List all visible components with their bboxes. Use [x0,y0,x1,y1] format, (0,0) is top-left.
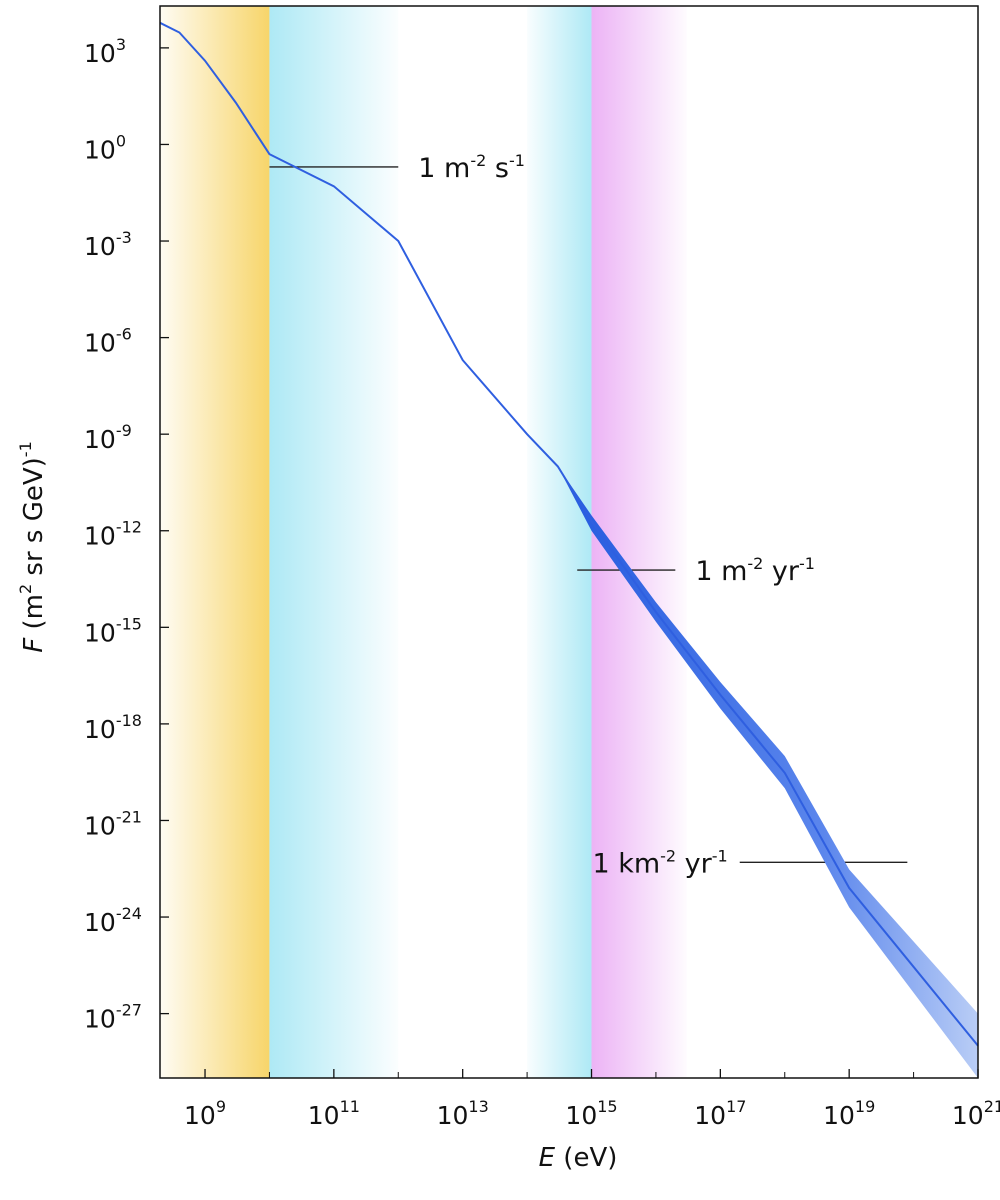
x-axis-label: E (eV) [539,1143,618,1173]
flux-reference-labels: 1 m-2 s-1 1 m-2 yr-1 1 km-2 yr-1 [418,151,815,879]
y-tick-label: 10-24 [84,904,142,937]
y-axis-label: F (m2 sr s GeV)-1 [16,441,49,653]
energy-region [160,6,270,1078]
y-tick-label: 100 [84,131,126,164]
energy-regions [160,6,687,1078]
x-tick-label: 109 [184,1097,226,1130]
plot-frame [159,5,979,1079]
axis-ticks [160,47,979,1078]
y-tick-label: 10-15 [84,614,142,647]
x-tick-label: 1013 [437,1097,489,1130]
y-tick-label: 10-12 [84,518,142,551]
x-tick-labels: 109 1011 1013 1015 1017 1019 1021 [184,1097,1000,1130]
energy-region [527,6,592,1078]
x-tick-label: 1021 [952,1097,1000,1130]
y-tick-labels: 103 100 10-3 10-6 10-9 10-12 10-15 10-18 10-21 10… [84,35,142,1034]
reference-label: 1 m-2 s-1 [418,151,525,184]
x-tick-label: 1015 [565,1097,617,1130]
x-tick-label: 1019 [823,1097,875,1130]
y-tick-label: 10-3 [84,228,132,261]
x-tick-label: 1017 [694,1097,746,1130]
x-tick-label: 1011 [308,1097,360,1130]
reference-label: 1 km-2 yr-1 [592,846,727,879]
flux-line [159,21,979,1047]
y-tick-label: 10-9 [84,421,132,454]
y-tick-label: 10-21 [84,807,142,840]
reference-label: 1 m-2 yr-1 [695,554,815,587]
y-tick-label: 10-27 [84,1001,142,1034]
energy-region [269,6,399,1078]
y-tick-label: 103 [84,35,126,68]
y-tick-label: 10-6 [84,325,132,358]
y-tick-label: 10-18 [84,711,142,744]
